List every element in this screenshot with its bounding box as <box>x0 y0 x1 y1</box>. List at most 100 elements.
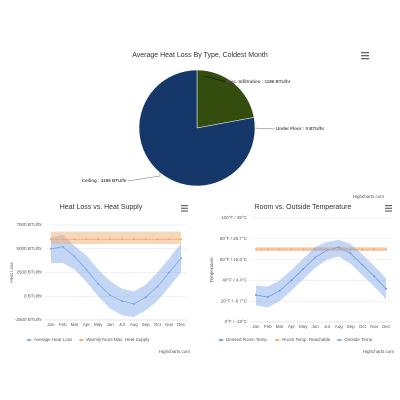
data-label: Ceiling : 4186 BTU/hr <box>82 178 128 183</box>
y-tick-label: 20°F / -6.7°C <box>221 298 248 303</box>
x-tick-label: Oct <box>359 324 367 329</box>
data-point <box>373 248 376 251</box>
y-tick-label: 2500 BTU/hr <box>16 270 42 275</box>
data-point <box>97 282 100 285</box>
data-label: Under Floor : 0 BTU/hr <box>276 126 324 131</box>
series-line <box>255 246 387 298</box>
data-point <box>180 257 183 260</box>
data-point <box>97 238 100 241</box>
range-band <box>255 239 387 308</box>
data-point <box>73 255 76 258</box>
menu-icon[interactable] <box>361 52 369 60</box>
x-tick-label: Jul <box>324 324 330 329</box>
data-point <box>120 300 123 302</box>
data-point <box>385 287 388 290</box>
data-point <box>290 248 293 251</box>
data-point <box>61 238 64 241</box>
data-point <box>109 238 112 241</box>
pie-slice <box>138 69 256 187</box>
data-point <box>180 238 183 241</box>
x-tick-label: Jul <box>119 322 125 327</box>
data-point <box>85 238 88 241</box>
data-point <box>61 245 64 248</box>
data-point <box>337 246 340 249</box>
x-tick-label: Aug <box>335 324 344 329</box>
y-tick-label: 0 BTU/hr <box>24 293 43 298</box>
legend-label: Average Heat Loss <box>34 337 73 342</box>
chart-title: Room vs. Outside Temperature <box>255 204 352 211</box>
data-point <box>325 248 328 251</box>
data-point <box>302 267 305 270</box>
data-point <box>132 238 135 241</box>
x-tick-label: Sep <box>142 322 151 327</box>
y-tick-label: 60°F / 15.5°C <box>220 257 248 262</box>
series-line <box>50 246 182 305</box>
legend-label: Outside Temp. <box>344 337 373 342</box>
x-tick-label: Apr <box>83 322 91 327</box>
data-point <box>373 275 376 278</box>
y-tick-label: 40°F / 4.4°C <box>222 278 247 283</box>
data-point <box>73 238 76 241</box>
data-point <box>290 279 293 282</box>
data-point <box>314 248 317 251</box>
data-point <box>109 294 112 297</box>
data-point <box>168 271 171 274</box>
data-point <box>278 248 281 251</box>
y-tick-label: 7500 BTU/hr <box>16 222 42 227</box>
label-connector <box>127 175 161 182</box>
data-point <box>132 302 135 305</box>
menu-icon[interactable] <box>181 205 188 212</box>
x-tick-label: May <box>94 322 103 327</box>
legend-label: Room Temp. Reachable <box>282 337 331 342</box>
label-connector <box>253 127 276 130</box>
y-tick-label: 100°F / 38°C <box>221 215 248 220</box>
label-connector <box>204 75 226 83</box>
menu-icon[interactable] <box>385 205 392 212</box>
range-band <box>50 231 182 244</box>
label-connector <box>204 75 235 84</box>
data-point <box>254 293 257 296</box>
data-point <box>361 263 364 266</box>
data-label: Misc. Infiltration : 1186 BTU/hr <box>226 79 291 84</box>
data-point <box>156 285 159 288</box>
x-tick-label: Sep <box>347 324 356 329</box>
legend-marker <box>219 338 223 342</box>
x-tick-label: Jun <box>106 322 114 327</box>
data-point <box>144 238 147 241</box>
y-tick-label: 5000 BTU/hr <box>16 246 42 251</box>
credits: Highcharts.com <box>159 349 191 354</box>
data-point <box>314 256 317 259</box>
range-band <box>50 234 182 318</box>
y-axis-title: Heat Loss <box>9 262 14 283</box>
x-tick-label: Oct <box>154 322 162 327</box>
x-tick-label: Dec <box>382 324 391 329</box>
data-point <box>168 238 171 241</box>
data-point <box>337 248 340 251</box>
y-tick-label: 0°F / -18°C <box>225 319 248 324</box>
x-tick-label: Feb <box>264 324 272 329</box>
data-point <box>349 252 352 255</box>
credits: Highcharts.com <box>353 194 385 199</box>
data-point <box>49 238 52 241</box>
chart-title: Heat Loss vs. Heat Supply <box>60 204 143 211</box>
data-point <box>385 248 388 251</box>
chart-title: Average Heat Loss By Type, Coldest Month <box>132 52 268 59</box>
data-point <box>278 289 281 292</box>
data-point <box>120 238 123 241</box>
x-tick-label: Aug <box>130 322 139 327</box>
legend-label: WarmlyYours Max. Heat Supply <box>86 337 150 342</box>
credits: Highcharts.com <box>363 349 395 354</box>
x-tick-label: Apr <box>288 324 296 329</box>
x-tick-label: Nov <box>165 322 174 327</box>
legend-label: Desired Room Temp. <box>226 337 268 342</box>
x-tick-label: Jan <box>47 322 55 327</box>
data-point <box>349 248 352 251</box>
data-point <box>266 296 269 299</box>
data-point <box>49 247 52 250</box>
data-point <box>266 248 269 251</box>
data-point <box>302 248 305 251</box>
legend-marker <box>338 338 341 342</box>
y-axis-title: Temperature <box>209 257 214 283</box>
x-tick-label: Mar <box>71 322 79 327</box>
x-tick-label: Feb <box>59 322 67 327</box>
